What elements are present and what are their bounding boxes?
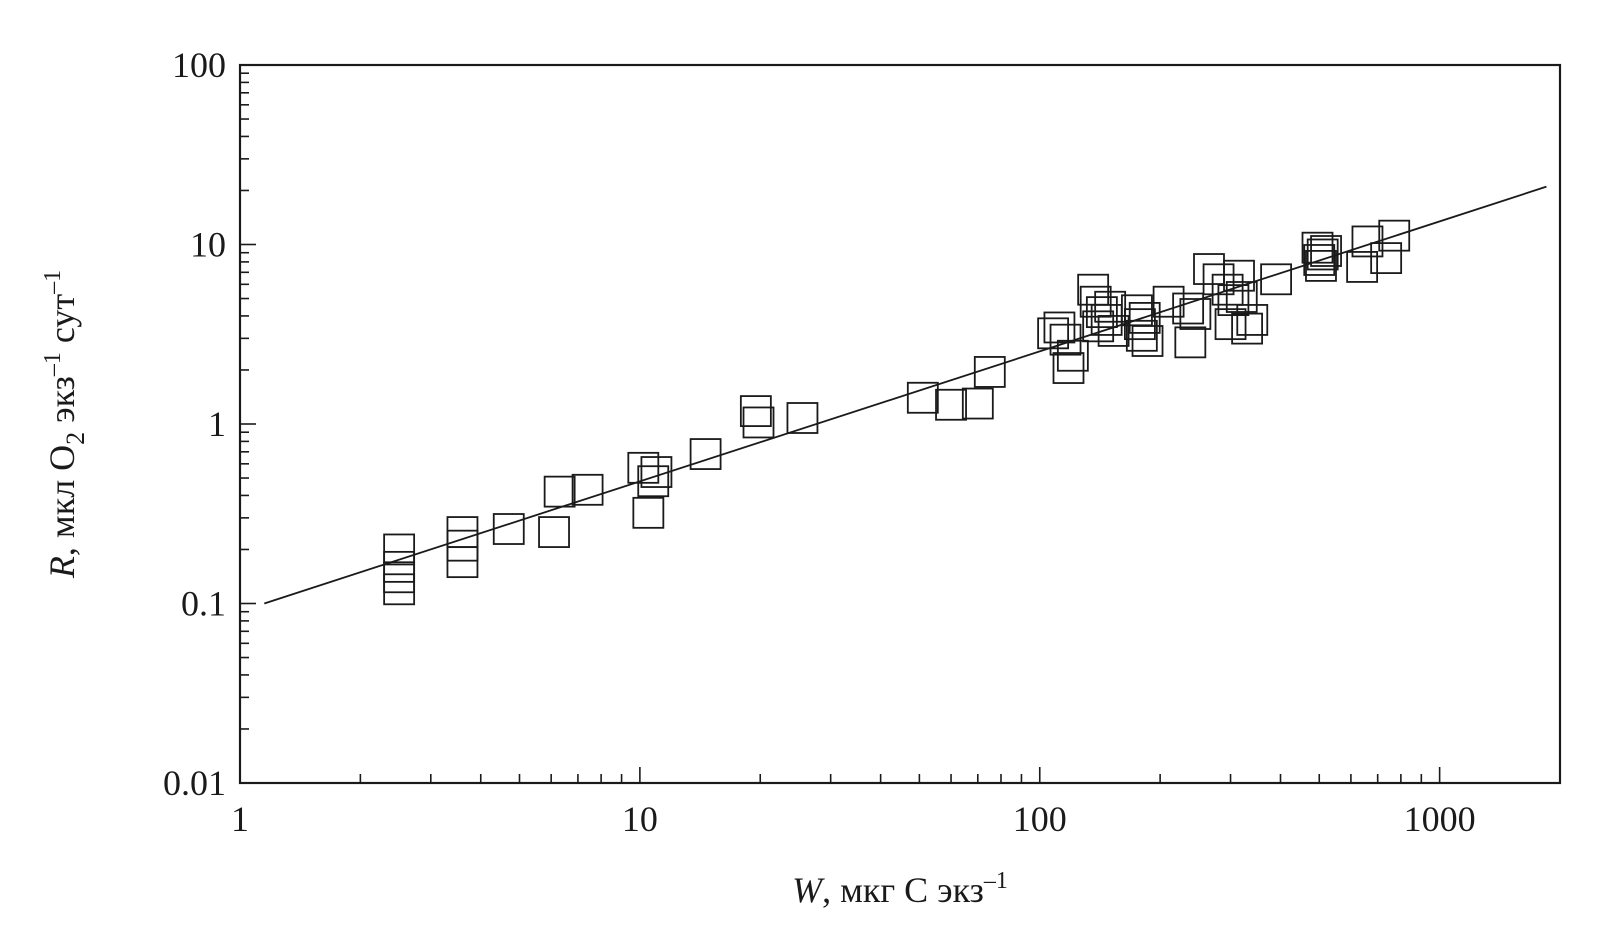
y-tick-label: 0.1 xyxy=(181,584,226,624)
data-point xyxy=(383,561,416,594)
data-point xyxy=(627,451,660,484)
y-axis-title-subscript: 2 xyxy=(61,432,90,445)
data-point xyxy=(1152,285,1185,318)
data-point xyxy=(1301,231,1334,264)
plot-frame xyxy=(238,63,1562,785)
data-point xyxy=(973,356,1006,388)
data-point xyxy=(1043,311,1076,344)
data-point xyxy=(786,402,819,434)
data-point xyxy=(446,546,479,579)
data-point xyxy=(1123,308,1156,341)
data-point xyxy=(739,395,772,427)
data-point xyxy=(935,388,967,421)
data-point xyxy=(742,406,775,439)
data-point xyxy=(1225,281,1258,313)
y-tick-label: 1 xyxy=(208,404,226,444)
data-point xyxy=(1193,253,1225,285)
data-point xyxy=(1260,263,1293,296)
y-axis-title-text-2: экз xyxy=(42,376,82,432)
data-point xyxy=(1378,219,1411,252)
data-point xyxy=(640,456,673,488)
x-axis-title-superscript: –1 xyxy=(983,868,1008,894)
x-axis-title-variable: W xyxy=(792,870,825,910)
y-axis-title-variable: R xyxy=(42,556,82,579)
data-point xyxy=(1179,298,1212,330)
x-tick-label: 10 xyxy=(622,799,658,839)
y-axis-title-text-3: сут xyxy=(42,294,82,353)
data-point xyxy=(1077,273,1110,306)
data-point xyxy=(1174,326,1207,359)
data-point xyxy=(1223,259,1255,292)
data-point xyxy=(906,381,939,414)
y-axis-title-superscript-2: –1 xyxy=(40,270,66,295)
data-point xyxy=(543,475,576,508)
x-tick-labels: 1 10 100 1000 xyxy=(231,799,1476,839)
data-point xyxy=(571,473,604,506)
data-point xyxy=(1056,339,1089,372)
data-point xyxy=(1217,284,1250,317)
data-point xyxy=(446,529,479,562)
x-tick-label: 1 xyxy=(231,799,249,839)
data-point xyxy=(1049,323,1082,356)
x-axis-title: W, мкг С экз–1 xyxy=(792,868,1008,910)
data-point xyxy=(1128,302,1161,334)
x-tick-label: 100 xyxy=(1013,799,1067,839)
data-point xyxy=(961,387,994,420)
data-point xyxy=(1052,352,1085,384)
data-point xyxy=(1097,315,1130,347)
data-point xyxy=(1303,244,1336,276)
data-point xyxy=(1231,312,1263,345)
data-point xyxy=(1236,304,1269,336)
y-tick-label: 0.01 xyxy=(163,763,226,803)
data-point xyxy=(1085,296,1118,329)
data-point xyxy=(383,573,416,606)
data-point xyxy=(1214,308,1247,341)
data-point xyxy=(1310,235,1342,267)
y-axis-title: R, мкл O2 экз–1 сут–1 xyxy=(40,270,90,579)
regression-line-group xyxy=(263,185,1547,605)
data-point xyxy=(1094,290,1127,323)
y-axis-title-superscript-1: –1 xyxy=(40,352,66,377)
data-point xyxy=(1370,242,1403,274)
data-point xyxy=(1125,319,1158,352)
data-point xyxy=(689,438,722,470)
data-point xyxy=(492,513,525,545)
regression-line xyxy=(263,185,1547,605)
y-axis-title-text-1: , мкл O xyxy=(42,445,82,556)
data-point xyxy=(1172,292,1205,325)
data-point xyxy=(632,496,665,529)
y-tick-label: 10 xyxy=(190,225,226,265)
axis-ticks xyxy=(239,64,1561,784)
data-point xyxy=(637,465,670,498)
y-tick-labels: 0.01 0.1 1 10 100 xyxy=(163,45,226,803)
data-point xyxy=(383,533,416,566)
data-point xyxy=(1346,251,1379,283)
x-tick-label: 1000 xyxy=(1404,799,1476,839)
data-point xyxy=(1306,238,1339,271)
data-point xyxy=(1131,325,1164,357)
y-tick-label: 100 xyxy=(172,45,226,85)
x-axis-title-text: , мкг С экз xyxy=(822,870,984,910)
data-point xyxy=(538,516,570,548)
data-point xyxy=(1037,317,1070,350)
data-point xyxy=(1351,225,1384,258)
data-points xyxy=(383,219,1411,606)
